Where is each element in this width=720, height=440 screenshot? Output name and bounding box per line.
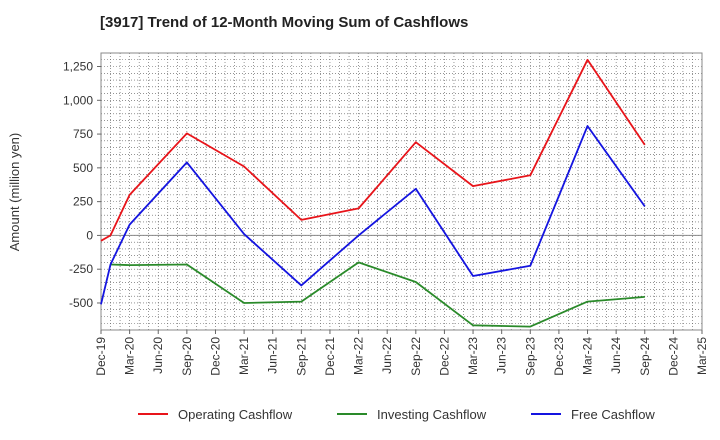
y-tick-labels: -500 -250 0 250 500 750 1,000 1,250 — [63, 60, 93, 310]
legend-label: Operating Cashflow — [178, 407, 293, 422]
x-tick-label: Dec-21 — [323, 337, 337, 376]
series-line-operating-cashflow — [100, 58, 646, 242]
y-tick-label: 0 — [86, 228, 93, 242]
series-line-investing-cashflow — [110, 261, 645, 328]
x-tick-label: Jun-23 — [495, 337, 509, 374]
x-tick-label: Dec-23 — [552, 337, 566, 376]
plot-frame — [100, 52, 703, 331]
x-tick-label: Sep-21 — [294, 337, 308, 376]
x-tick-label: Mar-21 — [237, 337, 251, 375]
x-tick-label: Mar-22 — [352, 337, 366, 375]
y-tick-label: -250 — [69, 262, 93, 276]
y-tick-label: 500 — [73, 161, 93, 175]
x-tick-label: Jun-22 — [380, 337, 394, 374]
y-tick-label: 250 — [73, 195, 93, 209]
legend-label: Free Cashflow — [571, 407, 655, 422]
series-lines — [100, 58, 646, 328]
y-tick-label: -500 — [69, 296, 93, 310]
x-tick-label: Sep-23 — [523, 337, 537, 376]
x-tick-label: Sep-22 — [409, 337, 423, 376]
x-tick-label: Mar-20 — [123, 337, 137, 375]
x-tick-label: Sep-20 — [180, 337, 194, 376]
x-tick-label: Jun-21 — [266, 337, 280, 374]
x-tick-label: Dec-20 — [208, 337, 222, 376]
legend: Operating Cashflow Investing Cashflow Free… — [138, 407, 655, 422]
y-tick-label: 1,250 — [63, 60, 93, 74]
x-tick-label: Mar-24 — [581, 337, 595, 375]
x-tick-label: Jun-20 — [151, 337, 165, 374]
y-axis-label: Amount (million yen) — [7, 133, 22, 252]
y-tick-label: 750 — [73, 127, 93, 141]
x-tick-label: Dec-24 — [666, 337, 680, 376]
x-tick-labels: Dec-19 Mar-20 Jun-20 Sep-20 Dec-20 Mar-21 Jun-… — [94, 337, 709, 376]
series-line-free-cashflow — [100, 125, 646, 305]
x-tick-label: Mar-25 — [695, 337, 709, 375]
legend-label: Investing Cashflow — [377, 407, 487, 422]
x-tick-label: Dec-19 — [94, 337, 108, 376]
chart-title: [3917] Trend of 12-Month Moving Sum of C… — [100, 14, 469, 31]
x-tick-label: Jun-24 — [609, 337, 623, 374]
axes — [97, 52, 703, 334]
y-tick-label: 1,000 — [63, 93, 93, 107]
x-tick-label: Sep-24 — [638, 337, 652, 376]
x-tick-label: Mar-23 — [466, 337, 480, 375]
x-tick-label: Dec-22 — [437, 337, 451, 376]
